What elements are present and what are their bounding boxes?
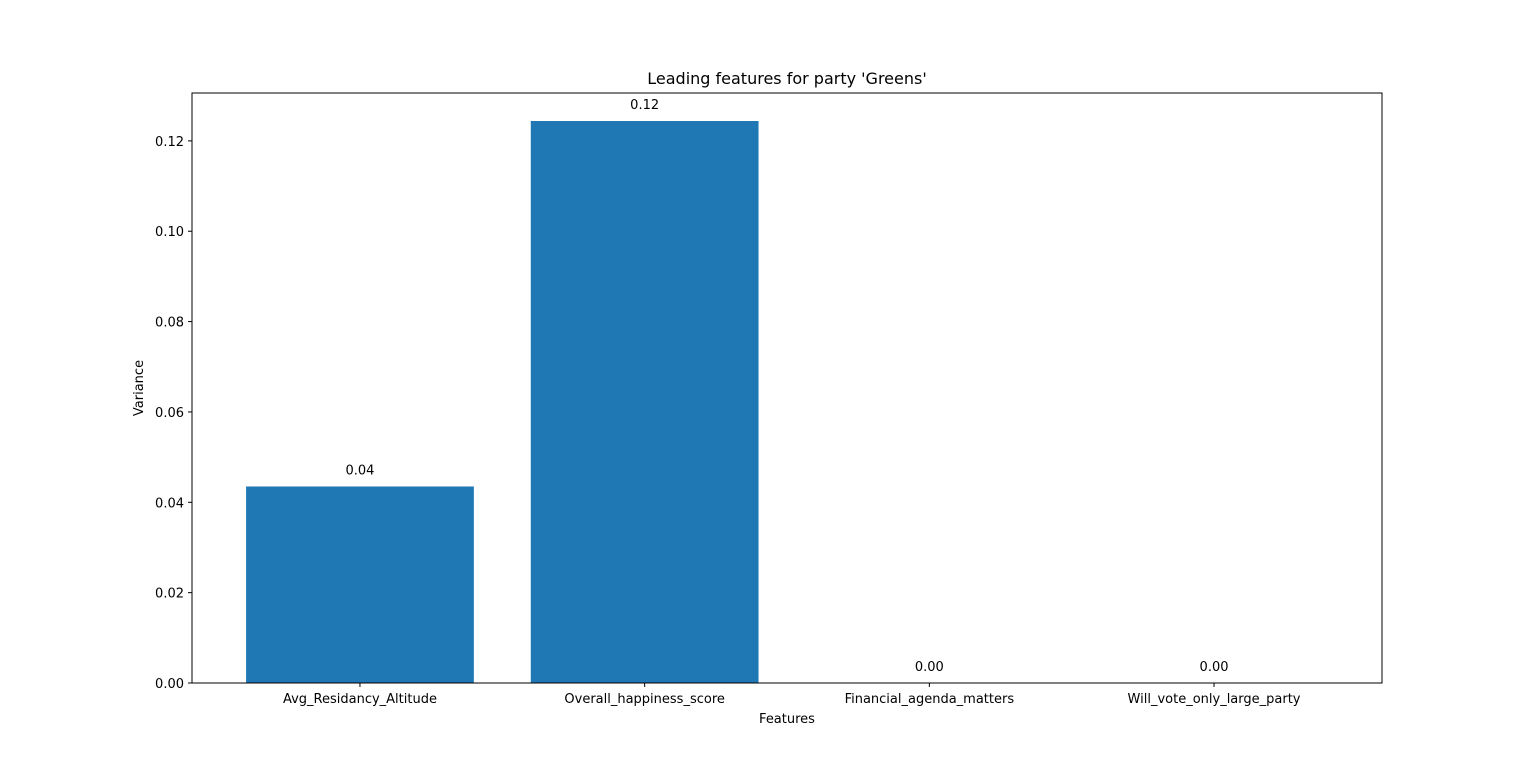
y-axis-label: Variance [132,360,147,416]
chart-title: Leading features for party 'Greens' [647,69,927,88]
data-labels-group: 0.04 0.12 0.00 0.00 [345,98,1228,675]
y-tick-label: 0.00 [155,677,184,692]
x-axis: Avg_Residancy_Altitude Overall_happiness_… [283,683,1301,707]
bar-Overall_happiness_score [530,121,759,684]
y-tick-label: 0.10 [155,225,184,240]
y-tick-label: 0.06 [155,406,184,421]
data-label-Overall_happiness_score: 0.12 [630,98,659,113]
y-axis: 0.00 0.02 0.04 0.06 0.08 0.10 0.12 [155,135,192,692]
x-tick-label: Financial_agenda_matters [845,692,1015,707]
y-tick-label: 0.04 [155,496,184,511]
x-tick-label: Will_vote_only_large_party [1128,692,1301,707]
plot-frame [191,92,1383,684]
y-tick-label: 0.08 [155,316,184,331]
y-tick-label: 0.12 [155,135,184,150]
data-label-Avg_Residancy_Altitude: 0.04 [345,463,374,478]
data-label-Financial_agenda_matters: 0.00 [915,660,944,675]
bar-Avg_Residancy_Altitude [246,486,474,683]
x-tick-label: Avg_Residancy_Altitude [283,692,437,707]
x-axis-label: Features [759,712,815,727]
bars-group [246,121,759,684]
x-tick-label: Overall_happiness_score [564,692,725,707]
data-label-Will_vote_only_large_party: 0.00 [1200,660,1229,675]
y-tick-label: 0.02 [155,587,184,602]
